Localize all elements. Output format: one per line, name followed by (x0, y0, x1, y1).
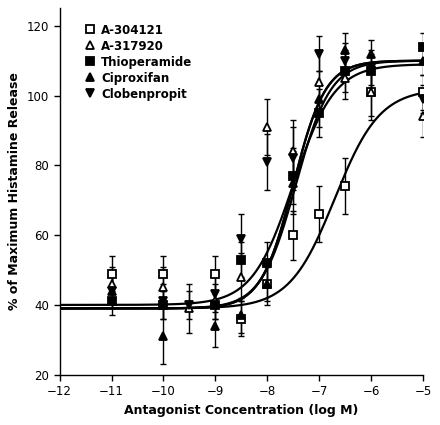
Thioperamide (239, 257, 244, 262)
A-304121 (368, 90, 374, 95)
Thioperamide (213, 302, 218, 307)
A-304121 (420, 90, 425, 95)
Clobenpropit (213, 292, 218, 297)
Ciproxifan (109, 289, 114, 294)
Clobenpropit (187, 302, 192, 307)
Thioperamide (265, 261, 270, 266)
Y-axis label: % of Maximum Histamine Release: % of Maximum Histamine Release (8, 73, 21, 310)
A-304121 (342, 184, 348, 189)
Thioperamide (342, 68, 348, 74)
Legend: A-304121, A-317920, Thioperamide, Ciproxifan, Clobenpropit: A-304121, A-317920, Thioperamide, Ciprox… (80, 22, 195, 103)
Clobenpropit (239, 236, 244, 241)
A-317920 (291, 149, 296, 154)
Thioperamide (317, 110, 322, 116)
Ciproxifan (368, 51, 374, 56)
Line: A-317920: A-317920 (108, 74, 427, 312)
Ciproxifan (239, 313, 244, 318)
A-317920 (187, 306, 192, 311)
Ciproxifan (213, 323, 218, 329)
Line: A-304121: A-304121 (108, 88, 427, 323)
A-317920 (420, 114, 425, 119)
A-304121 (317, 212, 322, 217)
Thioperamide (368, 68, 374, 74)
Clobenpropit (291, 156, 296, 161)
A-304121 (109, 271, 114, 276)
Clobenpropit (109, 289, 114, 294)
A-304121 (291, 232, 296, 238)
Ciproxifan (291, 180, 296, 185)
Ciproxifan (161, 334, 166, 339)
Thioperamide (161, 302, 166, 307)
A-317920 (109, 281, 114, 286)
Ciproxifan (420, 58, 425, 63)
Line: Ciproxifan: Ciproxifan (108, 46, 427, 340)
Line: Thioperamide: Thioperamide (108, 43, 427, 309)
A-304121 (265, 281, 270, 286)
Thioperamide (291, 173, 296, 178)
A-304121 (161, 271, 166, 276)
Ciproxifan (265, 281, 270, 286)
Clobenpropit (265, 159, 270, 164)
A-304121 (213, 271, 218, 276)
A-317920 (213, 299, 218, 304)
X-axis label: Antagonist Concentration (log M): Antagonist Concentration (log M) (124, 404, 359, 416)
A-317920 (265, 125, 270, 130)
A-317920 (368, 90, 374, 95)
Clobenpropit (368, 65, 374, 70)
Clobenpropit (161, 299, 166, 304)
A-317920 (317, 79, 322, 84)
Line: Clobenpropit: Clobenpropit (108, 50, 427, 309)
Thioperamide (109, 299, 114, 304)
Thioperamide (420, 44, 425, 49)
Ciproxifan (342, 48, 348, 53)
Clobenpropit (420, 96, 425, 102)
A-317920 (342, 76, 348, 81)
A-317920 (161, 285, 166, 290)
Ciproxifan (317, 96, 322, 102)
Clobenpropit (342, 58, 348, 63)
Clobenpropit (317, 51, 322, 56)
A-304121 (239, 316, 244, 321)
A-317920 (239, 275, 244, 280)
